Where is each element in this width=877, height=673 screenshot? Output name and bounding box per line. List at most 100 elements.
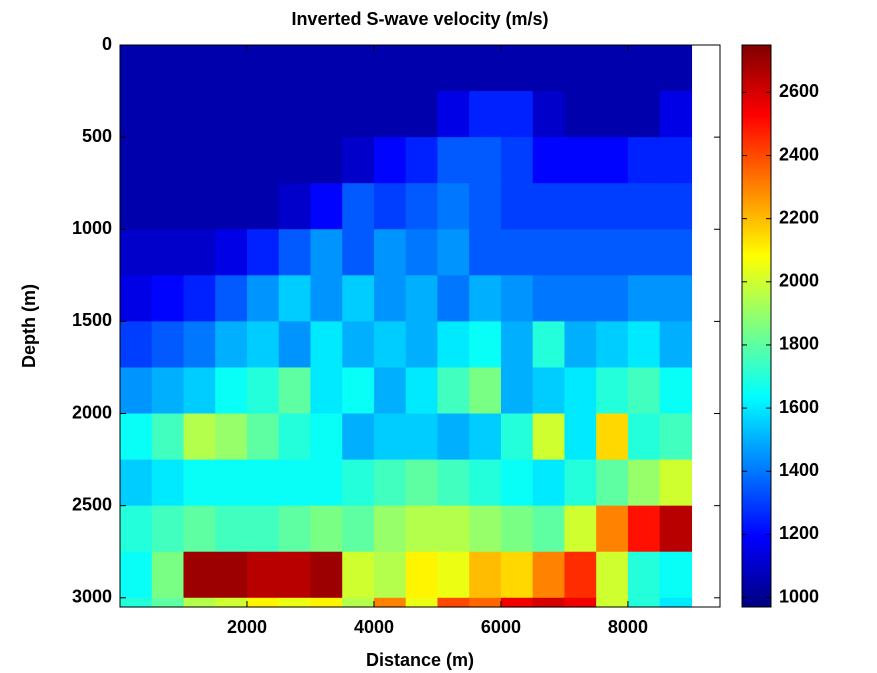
heatmap-cell [246, 137, 280, 184]
heatmap-cell [469, 45, 502, 92]
x-tick-label: 6000 [481, 617, 521, 637]
heatmap-cell [310, 45, 343, 92]
heatmap-cell [659, 91, 693, 138]
heatmap-cell [596, 137, 629, 184]
heatmap-cell [405, 137, 439, 184]
heatmap-cell [469, 321, 502, 369]
heatmap-cell [373, 91, 407, 138]
heatmap-cell [627, 367, 661, 415]
heatmap-cell [659, 597, 693, 608]
heatmap-cell [120, 275, 153, 322]
heatmap-cell [183, 505, 216, 553]
heatmap-cell [532, 551, 566, 599]
x-tick-label: 4000 [354, 617, 394, 637]
heatmap-cell [596, 229, 629, 276]
heatmap-cell [151, 367, 185, 415]
heatmap-cell [405, 413, 439, 461]
heatmap-cell [469, 91, 502, 138]
x-tick-label: 8000 [608, 617, 648, 637]
heatmap-cell [246, 183, 280, 230]
heatmap-cell [120, 505, 153, 553]
heatmap-cell [659, 551, 693, 599]
heatmap-cell [278, 597, 312, 608]
heatmap-cell [246, 551, 280, 599]
heatmap-cell [469, 459, 502, 507]
heatmap-cell [564, 275, 597, 322]
heatmap-cell [596, 505, 629, 553]
heatmap-cell [596, 459, 629, 507]
heatmap-cell [437, 597, 470, 608]
heatmap-cell [151, 413, 185, 461]
heatmap-cell [405, 275, 439, 322]
heatmap-cell [659, 45, 693, 92]
heatmap-cell [627, 229, 661, 276]
heatmap-cell [183, 459, 216, 507]
heatmap-cell [151, 459, 185, 507]
heatmap-cell [151, 91, 185, 138]
heatmap-cell [342, 321, 375, 369]
heatmap-cell [596, 45, 629, 92]
heatmap-cell [564, 551, 597, 599]
heatmap-cell [627, 597, 661, 608]
heatmap-cell [342, 551, 375, 599]
heatmap-cell [500, 551, 534, 599]
heatmap-cell [469, 137, 502, 184]
heatmap-cell [564, 45, 597, 92]
colorbar-tick-label: 1800 [779, 334, 819, 354]
colorbar-tick-label: 1600 [779, 397, 819, 417]
heatmap-cell [469, 275, 502, 322]
heatmap-cell [215, 275, 248, 322]
x-axis-label: Distance (m) [366, 650, 474, 670]
y-tick-label: 2000 [72, 402, 112, 422]
heatmap-cell [627, 413, 661, 461]
heatmap-cell [627, 459, 661, 507]
heatmap-cell [659, 275, 693, 322]
heatmap-cell [532, 183, 566, 230]
heatmap-cell [342, 275, 375, 322]
y-tick-label: 2500 [72, 494, 112, 514]
heatmap-cell [246, 367, 280, 415]
heatmap-cell [246, 321, 280, 369]
heatmap-cell [437, 45, 470, 92]
heatmap-cell [215, 321, 248, 369]
heatmap-cell [215, 413, 248, 461]
heatmap-cell [405, 91, 439, 138]
heatmap-cell [596, 275, 629, 322]
heatmap-cell [310, 367, 343, 415]
heatmap-cell [183, 413, 216, 461]
heatmap-cell [373, 275, 407, 322]
heatmap-cell [437, 321, 470, 369]
colorbar-tick-label: 1200 [779, 523, 819, 543]
heatmap-cell [469, 367, 502, 415]
y-tick-label: 1000 [72, 218, 112, 238]
heatmap-cell [278, 367, 312, 415]
heatmap-cell [278, 91, 312, 138]
heatmap-cell [437, 183, 470, 230]
heatmap-cell [659, 413, 693, 461]
heatmap-cell [120, 459, 153, 507]
heatmap-cell [627, 137, 661, 184]
heatmap-cell [151, 275, 185, 322]
heatmap-cell [500, 91, 534, 138]
heatmap-cell [215, 91, 248, 138]
heatmap-cell [405, 367, 439, 415]
heatmap-cell [120, 413, 153, 461]
heatmap-cell [469, 597, 502, 608]
heatmap-cell [183, 275, 216, 322]
heatmap-cell [120, 137, 153, 184]
heatmap-cell [120, 551, 153, 599]
heatmap-cell [342, 459, 375, 507]
heatmap-cell [183, 137, 216, 184]
heatmap-cell [469, 551, 502, 599]
heatmap-cell [215, 505, 248, 553]
heatmap-cell [659, 229, 693, 276]
heatmap-cell [246, 229, 280, 276]
heatmap-cell [310, 551, 343, 599]
heatmap-cell [342, 505, 375, 553]
heatmap-cell [310, 597, 343, 608]
heatmap-cell [500, 137, 534, 184]
heatmap-cell [532, 413, 566, 461]
heatmap-cell [215, 229, 248, 276]
heatmap-cell [500, 413, 534, 461]
y-tick-label: 3000 [72, 587, 112, 607]
